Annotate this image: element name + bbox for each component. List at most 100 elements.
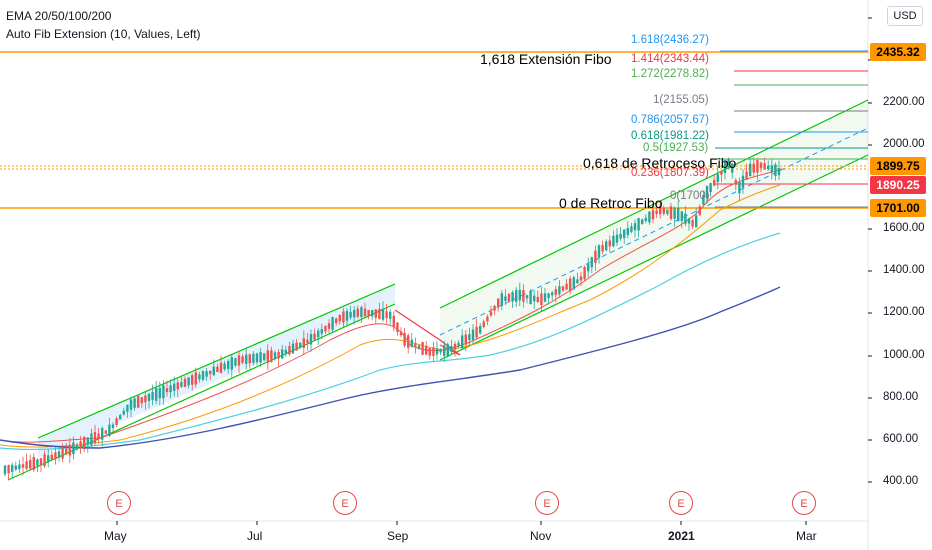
candle-body [471,329,475,340]
candle-body [590,257,593,268]
y-tick-label: 600.00 [883,433,919,445]
candle-body [529,291,532,305]
candle-body [129,399,133,410]
candle-body [169,385,172,393]
candle-body [677,208,680,221]
candle-body [464,334,467,345]
candle-body [147,393,151,402]
candle-body [155,388,158,401]
earnings-marker[interactable]: E [792,491,816,515]
earnings-marker[interactable]: E [333,491,357,515]
candle-body [288,346,291,355]
candle-body [669,206,673,220]
candle-body [104,430,107,434]
earnings-marker[interactable]: E [535,491,559,515]
candle-body [489,311,493,316]
candle-body [615,234,619,243]
candle-body [119,415,122,420]
candle-body [230,357,233,370]
candle-body [313,333,316,340]
candle-body [533,295,536,302]
candle-body [39,458,43,465]
candle-body [320,329,323,334]
annotation-fib-retracement: 0,618 de Retroceso Fibo [583,155,737,171]
candle-body [237,355,241,366]
channel-2-lower [439,154,869,361]
candle-body [601,245,604,252]
candle-body [216,366,219,373]
candle-body [281,349,284,359]
y-tick-label: 1600.00 [883,222,925,234]
earnings-marker[interactable]: E [107,491,131,515]
candle-body [335,318,338,324]
candle-body [515,290,518,302]
candle-body [468,334,471,341]
candle-body [540,293,543,306]
candle-body [594,250,597,264]
fib-level-label: 0.618(1981.22) [631,130,710,142]
candle-body [583,266,586,280]
candle-body [43,454,46,467]
candle-body [245,354,248,364]
candle-body [702,195,705,205]
candle-body [518,289,521,301]
candle-body [25,461,28,469]
candle-body [752,163,755,173]
candle-body [432,347,435,356]
candle-body [716,173,719,182]
candle-body [525,295,529,299]
candle-body [673,208,676,219]
candle-body [705,186,709,199]
candle-body [183,378,187,388]
candle-body [263,353,266,361]
candle-body [140,397,143,404]
candle-body [497,298,500,307]
candle-body [331,317,334,330]
candle-body [7,465,10,474]
candle-body [115,418,118,426]
candle-body [461,335,464,349]
candle-body [756,159,759,173]
candle-body [36,459,39,466]
candle-body [295,342,298,351]
candle-body [252,353,255,363]
fib-level-label: 1.414(2343.44) [631,53,710,65]
candle-body [327,323,331,329]
candle-body [68,444,71,456]
candle-body [61,447,64,459]
candle-body [3,465,7,475]
candle-body [450,346,453,353]
candle-body [21,464,25,468]
candle-body [551,292,554,296]
candle-body [374,309,377,318]
candle-body [259,352,262,363]
price-label-1701: 1701.00 [870,199,926,217]
candle-body [194,372,197,385]
candle-body [659,205,662,215]
ema100-line [0,232,781,451]
candle-body [651,210,655,220]
currency-button[interactable]: USD [887,6,923,26]
candle-body [741,175,745,188]
price-axis-ticks [868,17,872,483]
candle-body [691,220,694,227]
candle-body [630,226,633,232]
candle-body [770,165,773,173]
candle-body [162,385,165,399]
indicator-legend-ema[interactable]: EMA 20/50/100/200 [6,9,112,23]
earnings-marker[interactable]: E [669,491,693,515]
candle-body [759,162,763,168]
candle-body [561,286,565,291]
price-label-1899: 1899.75 [870,157,926,175]
indicator-legend-fib[interactable]: Auto Fib Extension (10, Values, Left) [6,27,201,41]
candle-body [536,296,539,303]
candle-body [14,465,17,470]
candle-body [299,342,302,347]
candle-body [428,348,431,356]
candle-body [680,211,683,222]
candle-body [306,339,309,343]
candle-body [75,444,79,449]
candle-body [18,464,21,469]
candle-body [381,308,385,320]
